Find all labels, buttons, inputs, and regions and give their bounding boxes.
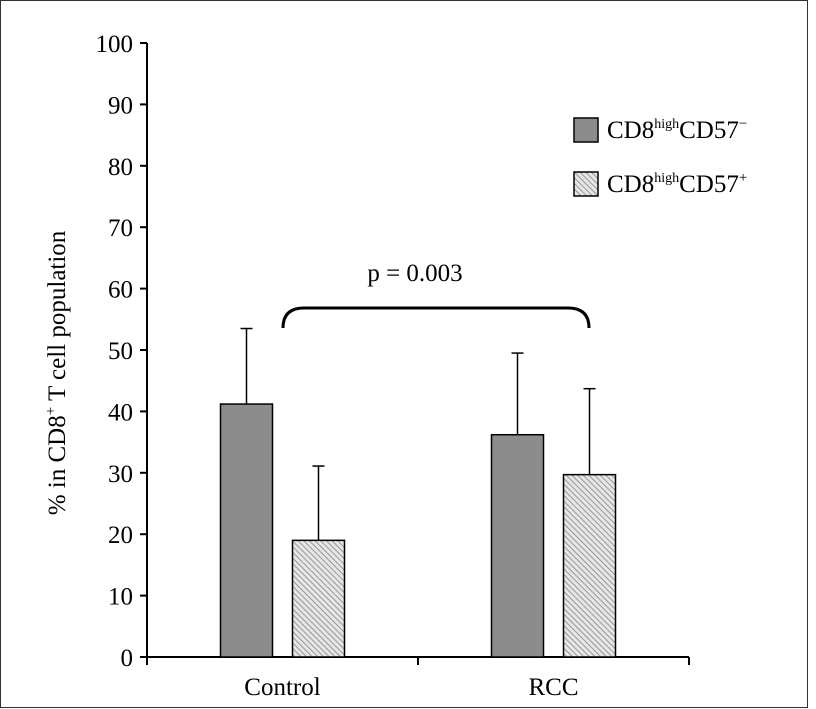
axes: 0 10 20 30 40 50 60 70 80 90 100 Control RCC — [96, 31, 690, 701]
legend-label-mid: CD57 — [679, 171, 739, 198]
y-tick-label: 20 — [108, 522, 133, 549]
legend-swatch — [573, 117, 599, 143]
y-tick-label: 80 — [108, 154, 133, 181]
error-bars — [240, 327, 596, 541]
legend-label-base: CD8 — [607, 117, 654, 144]
bar — [490, 433, 545, 658]
significance-bracket — [281, 306, 591, 329]
p-value-annotation: p = 0.003 — [281, 260, 591, 329]
y-tick-label: 70 — [108, 215, 133, 242]
y-tick-label: 30 — [108, 461, 133, 488]
legend-label-sup1: high — [654, 171, 679, 186]
y-tick-label: 0 — [121, 645, 134, 672]
bar — [219, 403, 274, 658]
y-axis-label: % in CD8+ T cell population — [43, 230, 71, 515]
legend-label-sup1: high — [654, 117, 679, 132]
bars — [219, 403, 617, 658]
bar — [562, 473, 617, 658]
y-tick-label: 40 — [108, 399, 133, 426]
bar — [291, 539, 346, 658]
y-tick-label: 50 — [108, 338, 133, 365]
legend-label: CD8highCD57− — [607, 116, 747, 144]
legend-label-sup2: − — [739, 116, 747, 132]
legend: CD8highCD57−CD8highCD57+ — [573, 116, 747, 198]
legend-swatch — [573, 171, 599, 197]
y-tick-label: 90 — [108, 92, 133, 119]
x-category-label: RCC — [528, 674, 578, 701]
legend-label: CD8highCD57+ — [607, 170, 747, 198]
y-tick-label: 60 — [108, 277, 133, 304]
y-tick-label: 100 — [96, 31, 134, 58]
legend-label-base: CD8 — [607, 171, 654, 198]
y-axis-label-suffix: T cell population — [44, 230, 71, 407]
y-axis-label-sup: + — [43, 407, 59, 415]
p-value-label: p = 0.003 — [367, 260, 462, 287]
y-tick-label: 10 — [108, 584, 133, 611]
legend-label-sup2: + — [739, 170, 747, 186]
x-category-label: Control — [244, 674, 320, 701]
y-axis-label-prefix: % in CD8 — [44, 415, 71, 515]
legend-label-mid: CD57 — [679, 117, 739, 144]
